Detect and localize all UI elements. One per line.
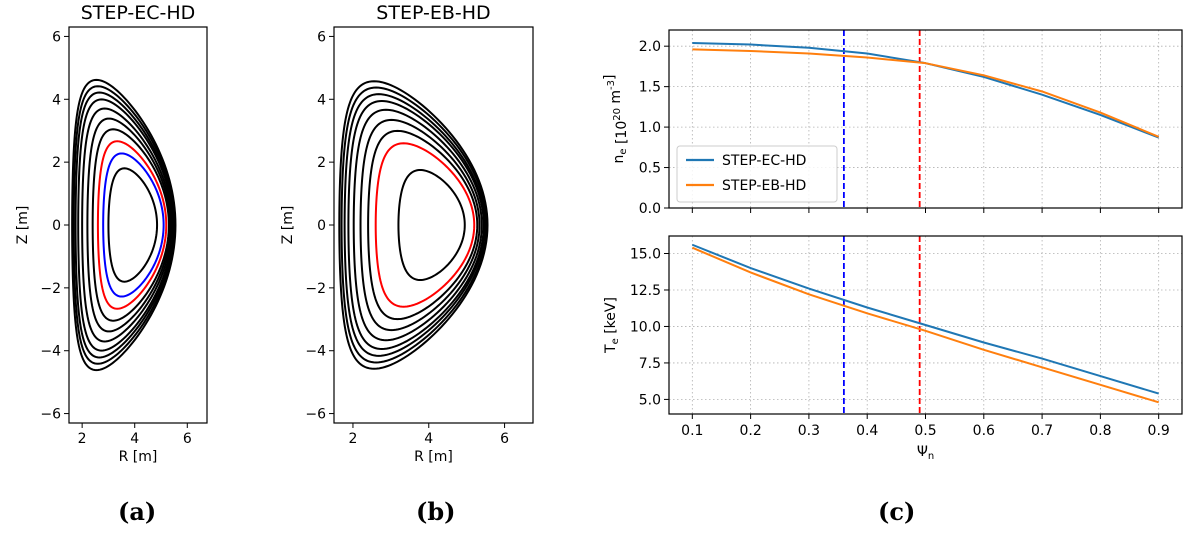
flux-surface-b-5 (352, 108, 483, 342)
x-tick-label-c-bottom-0.5: 0.5 (914, 423, 936, 439)
panel-a-title: STEP-EC-HD (81, 2, 196, 24)
series-line-c-top-2 (692, 48, 1160, 138)
flux-surface-b-7 (343, 93, 486, 357)
flux-surface-a-4 (91, 128, 170, 322)
flux-surface-b-9 (338, 80, 489, 370)
plot-area-c-bottom (691, 236, 1159, 414)
x-axis-label-a: R [m] (119, 449, 158, 465)
x-tick-label-c-bottom-0.7: 0.7 (1031, 423, 1053, 439)
y-tick-label-a-2: 2 (52, 155, 61, 171)
x-tick-label-a-4: 4 (130, 431, 139, 447)
panel-label-c: (c) (878, 497, 916, 526)
x-tick-label-c-bottom-0.6: 0.6 (973, 423, 995, 439)
y-tick-label-b-4: 4 (317, 92, 326, 108)
y-axis-label-c-bottom: Te [keV] (603, 297, 621, 354)
series-line-c-bottom-1 (691, 243, 1159, 395)
legend: STEP-EC-HD STEP-EB-HD (676, 145, 838, 203)
y-axis-label-a: Z [m] (15, 206, 31, 245)
panel-c-density: 0.00.51.01.52.0ne [1020 m-3]STEP-EC-HDST… (602, 29, 1183, 217)
flux-surface-b-1 (397, 168, 466, 282)
x-tick-label-c-bottom-0.1: 0.1 (681, 423, 703, 439)
y-tick-label-c-top-2: 2.0 (639, 39, 661, 55)
flux-surface-b-3 (367, 129, 479, 321)
panel-a: STEP-EC-HD 2 4 6 −6 −4 −2 0 2 4 6 R [m] Z [m] (15, 2, 208, 465)
panel-label-a: (a) (118, 497, 157, 526)
legend-frame (676, 145, 838, 203)
y-tick-label-c-bottom-10: 10.0 (630, 319, 661, 335)
y-tick-label-c-top-0: 0.0 (639, 201, 661, 217)
y-tick-label-c-bottom-12.5: 12.5 (630, 283, 661, 299)
series-line-c-bottom-2 (691, 246, 1159, 404)
flux-surface-a-3 (96, 140, 168, 310)
flux-surface-a-1 (107, 167, 159, 283)
panel-label-b: (b) (416, 497, 456, 526)
legend-label-1: STEP-EC-HD (722, 153, 806, 169)
x-tick-label-b-2: 2 (348, 431, 357, 447)
flux-surface-b-4 (359, 118, 481, 332)
flux-surface-a-5 (86, 117, 172, 333)
x-tick-label-b-4: 4 (424, 431, 433, 447)
y-axis-label-c-top: ne [1020 m-3] (602, 74, 630, 163)
axes-frame-b (333, 26, 534, 424)
y-tick-label-c-top-0.5: 0.5 (639, 161, 661, 177)
y-tick-label-b--2: −2 (305, 281, 326, 297)
legend-label-2: STEP-EB-HD (722, 178, 806, 194)
x-axis-label-c-bottom: Ψn (917, 444, 934, 462)
y-axis-label-b: Z [m] (280, 206, 296, 245)
y-tick-label-b-2: 2 (317, 155, 326, 171)
y-tick-label-c-bottom-15: 15.0 (630, 247, 661, 263)
flux-surface-a-6 (81, 107, 173, 343)
y-tick-label-c-bottom-5: 5.0 (639, 392, 661, 408)
y-tick-label-b-0: 0 (317, 218, 326, 234)
flux-surface-a-7 (77, 98, 174, 352)
y-tick-label-a--4: −4 (40, 344, 61, 360)
flux-surface-b-8 (340, 86, 488, 364)
flux-surface-b-2 (374, 142, 476, 308)
y-tick-label-a--6: −6 (40, 407, 61, 423)
y-tick-label-a--2: −2 (40, 281, 61, 297)
x-tick-label-c-bottom-0.3: 0.3 (798, 423, 820, 439)
x-tick-label-c-bottom-0.9: 0.9 (1148, 423, 1170, 439)
panel-b-title: STEP-EB-HD (376, 2, 490, 24)
y-tick-label-a-6: 6 (52, 29, 61, 45)
x-tick-label-a-2: 2 (78, 431, 87, 447)
flux-surfaces-b (338, 80, 489, 370)
flux-surface-a-9 (72, 85, 176, 365)
y-tick-label-b--6: −6 (305, 407, 326, 423)
y-tick-label-c-bottom-7.5: 7.5 (639, 356, 661, 372)
flux-surface-a-2 (102, 152, 165, 298)
x-tick-label-c-bottom-0.2: 0.2 (739, 423, 761, 439)
y-tick-label-c-top-1.5: 1.5 (639, 80, 661, 96)
flux-surface-a-10 (71, 78, 177, 372)
flux-surface-b-6 (347, 100, 485, 350)
x-tick-label-c-bottom-0.8: 0.8 (1089, 423, 1111, 439)
y-tick-label-c-top-1: 1.0 (639, 120, 661, 136)
flux-surface-a-8 (74, 91, 175, 359)
x-tick-label-a-6: 6 (183, 431, 192, 447)
flux-surfaces-a (71, 78, 177, 372)
panel-c-temperature: 0.1 0.2 0.3 0.4 0.5 0.6 0.7 0.8 0.9 5.0 7.5 10.0 12.… (603, 235, 1183, 462)
axes-frame-a (68, 26, 208, 424)
plot-area-c-top (692, 30, 1160, 208)
x-tick-label-c-bottom-0.4: 0.4 (856, 423, 878, 439)
y-tick-label-b-6: 6 (317, 29, 326, 45)
y-tick-label-a-4: 4 (52, 92, 61, 108)
y-tick-label-a-0: 0 (52, 218, 61, 234)
y-tick-label-b--4: −4 (305, 344, 326, 360)
panel-b: STEP-EB-HD 2 4 6 −6 −4 −2 0 2 4 6 R [m] Z [m] (280, 2, 534, 465)
x-axis-label-b: R [m] (414, 449, 453, 465)
x-tick-label-b-6: 6 (500, 431, 509, 447)
